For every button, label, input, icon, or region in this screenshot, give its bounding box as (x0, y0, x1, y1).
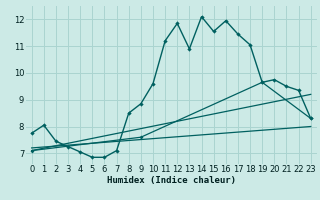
X-axis label: Humidex (Indice chaleur): Humidex (Indice chaleur) (107, 176, 236, 185)
